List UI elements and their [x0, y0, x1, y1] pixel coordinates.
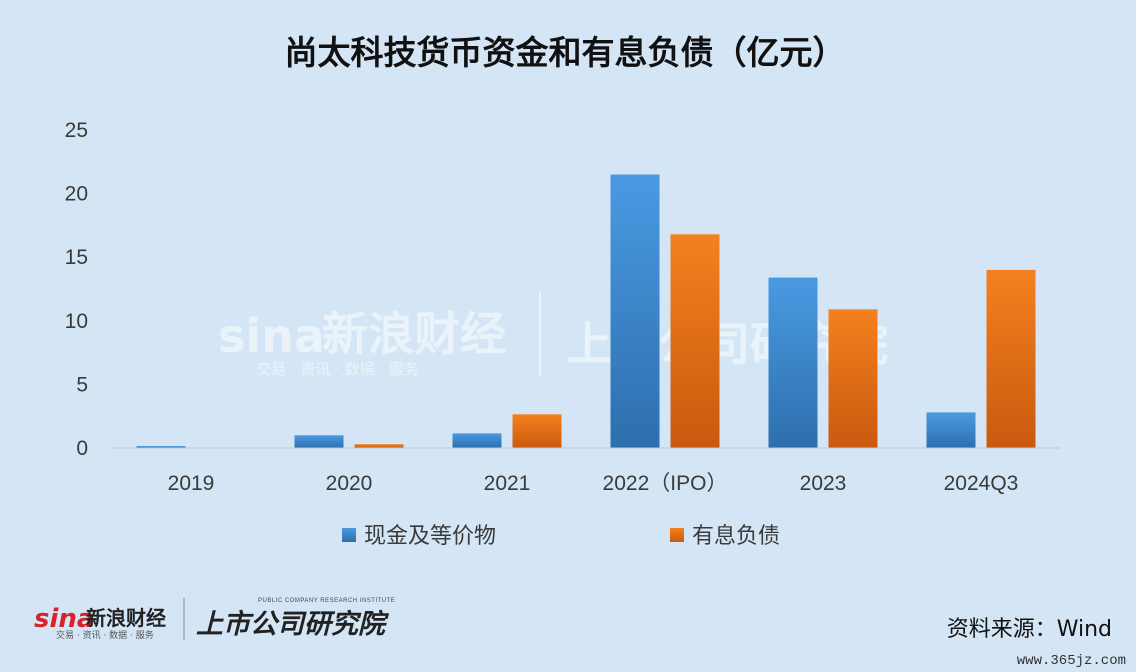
- watermark-sina-sub: 交易 · 资讯 · 数据 · 服务: [256, 360, 419, 378]
- legend-label: 有息负债: [692, 524, 780, 549]
- legend-swatch: [670, 528, 684, 542]
- footer-institute-en: PUBLIC COMPANY RESEARCH INSTITUTE: [258, 598, 395, 604]
- source-note: 资料来源：Wind: [947, 617, 1112, 642]
- legend-label: 现金及等价物: [364, 524, 496, 549]
- y-tick-label: 0: [76, 437, 88, 460]
- bar-cash-4: [768, 277, 818, 448]
- bar-cash-3: [610, 174, 660, 448]
- legend: 现金及等价物 有息负债: [342, 524, 780, 549]
- site-watermark: www.365jz.com: [1017, 653, 1126, 669]
- y-tick-label: 5: [76, 373, 88, 396]
- x-tick-label: 2023: [800, 472, 847, 495]
- bar-debt-2: [512, 414, 562, 448]
- x-tick-label: 2019: [168, 472, 215, 495]
- y-tick-label: 20: [65, 183, 88, 206]
- bar-debt-3: [670, 234, 720, 448]
- bar-debt-1: [354, 444, 404, 448]
- footer-sina-latin: sina: [34, 604, 94, 634]
- bar-cash-2: [452, 433, 502, 448]
- watermark-sina-latin: sina: [218, 309, 325, 363]
- bar-cash-5: [926, 412, 976, 448]
- footer-sina-cn: 新浪财经: [86, 606, 166, 630]
- footer-logo: sina 新浪财经 交易 · 资讯 · 数据 · 服务 PUBLIC COMPA…: [34, 598, 395, 641]
- y-axis: 0 5 10 15 20 25: [65, 119, 88, 460]
- y-tick-label: 15: [65, 246, 88, 269]
- legend-swatch: [342, 528, 356, 542]
- bar-debt-5: [986, 269, 1036, 448]
- watermark-sina-cn: 新浪财经: [322, 307, 506, 361]
- plot-bars: [136, 174, 1036, 448]
- footer-institute: 上市公司研究院: [196, 609, 390, 640]
- footer-sina-sub: 交易 · 资讯 · 数据 · 服务: [56, 629, 154, 641]
- x-tick-label: 2022（IPO）: [603, 472, 728, 495]
- x-tick-label: 2020: [326, 472, 373, 495]
- bar-cash-0: [136, 446, 186, 448]
- bar-debt-4: [828, 309, 878, 448]
- y-tick-label: 25: [65, 119, 88, 142]
- x-tick-label: 2024Q3: [944, 472, 1019, 495]
- x-axis: 2019 2020 2021 2022（IPO） 2023 2024Q3: [168, 472, 1019, 495]
- chart-title: 尚太科技货币资金和有息负债（亿元）: [285, 33, 846, 72]
- x-tick-label: 2021: [484, 472, 531, 495]
- bar-cash-1: [294, 435, 344, 448]
- y-tick-label: 10: [65, 310, 88, 333]
